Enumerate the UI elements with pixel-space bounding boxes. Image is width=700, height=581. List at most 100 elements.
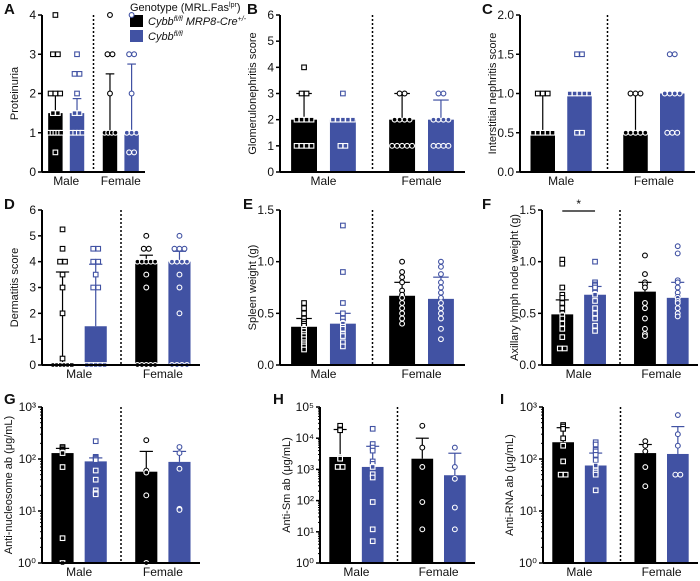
data-point-circle [430,116,437,123]
data-point-square [55,51,61,58]
data-point-circle [440,116,447,123]
bar-flfl-male [584,465,607,563]
panel-i: I 10⁰ 10¹ 10² 10³ Male Female Anti-RNA ab (μg/m… [500,391,698,579]
data-point-circle [394,142,401,149]
x-category-label: Female [642,565,682,576]
data-point-circle [438,300,444,306]
data-point-circle [406,116,413,123]
data-point-square [369,464,376,470]
data-point-square [592,310,598,317]
data-point-square [369,526,376,533]
data-point-circle [438,284,444,291]
data-point-square [560,458,566,465]
data-point-square [74,51,80,58]
data-point-circle [399,258,406,265]
data-point-square [560,442,566,449]
y-axis-label: Proteinuria [9,66,21,120]
panel-letter: G [4,391,16,408]
data-point-square [95,245,102,252]
data-point-square [350,116,356,123]
data-point-circle [674,279,681,286]
data-point-circle [107,90,113,97]
data-point-square [562,471,569,478]
data-point-circle [632,129,639,136]
data-point-circle [419,422,426,429]
data-point-square [559,320,566,327]
data-point-square [301,346,307,353]
data-point-square [592,457,599,464]
x-category-label: Male [53,174,79,188]
data-point-square [557,471,564,478]
panel-e: E 0.0 0.5 1.0 1.5 Male Female Spleen weight (g) [243,196,465,381]
data-point-circle [131,51,138,58]
data-point-circle [642,300,648,306]
y-axis-label: Axillary lymph node weight (g) [509,214,521,361]
data-point-circle [674,243,681,250]
data-point-square [79,129,86,136]
data-point-square [59,271,66,278]
data-point-circle [399,294,406,301]
data-point-circle [176,450,183,457]
data-point-circle [396,116,403,123]
y-tick-label: 0 [29,165,36,179]
data-point-circle [401,90,408,97]
data-point-circle [674,412,681,419]
y-tick-label: 1.0 [519,255,536,269]
data-point-square [71,110,78,116]
data-point-square [592,441,599,448]
panel-letter: F [482,196,491,213]
legend-label-cre: Cybbfl/fl MRP8-Cre+/- [148,16,247,28]
data-point-circle [399,279,406,286]
y-tick-label: 10³ [297,462,314,476]
data-point-circle [126,51,133,58]
x-category-label: Male [66,367,92,381]
data-point-square [59,245,66,252]
data-point-square [340,300,346,306]
data-point-circle [399,315,406,322]
y-tick-label: 10² [297,494,314,508]
data-point-circle [104,51,111,58]
data-point-square [92,491,99,498]
data-point-square [71,71,78,77]
y-tick-label: 1.0 [257,255,274,269]
data-point-circle [176,444,183,450]
data-point-circle [666,90,673,97]
data-point-circle [143,492,150,499]
x-category-label: Male [310,174,336,188]
bar-cre-female [634,453,657,563]
bar-cre-male [530,132,555,172]
y-tick-label: 0 [29,358,36,372]
x-category-label: Female [634,174,674,188]
panel-letter: E [243,196,253,213]
data-point-square [559,315,566,322]
bar-flfl-female [444,475,466,563]
x-category-label: Male [566,565,592,576]
data-point-circle [133,129,140,136]
x-category-label: Female [143,367,183,381]
data-point-circle [674,300,681,306]
y-tick-label: 6 [267,8,274,22]
y-axis-label: Glomerulonephritis score [247,32,259,154]
data-point-circle [128,90,135,97]
data-point-square [303,116,310,123]
data-point-circle [637,129,644,136]
data-point-circle [391,116,398,123]
data-point-square [539,129,546,136]
data-point-square [58,129,65,136]
data-point-square [92,438,99,445]
data-point-square [579,51,585,58]
data-point-circle [174,258,180,265]
data-point-square [339,464,346,470]
data-point-circle [399,274,406,281]
data-point-circle [143,271,150,278]
y-tick-label: 10³ [19,400,36,414]
data-point-square [556,345,563,352]
panel-letter: A [4,1,15,18]
data-point-circle [438,289,444,296]
data-point-circle [128,129,135,136]
y-tick-label: 2 [29,87,36,101]
data-point-square [303,142,310,149]
bar-flfl-male [69,113,85,172]
data-point-square [559,300,566,306]
data-point-circle [399,310,406,317]
